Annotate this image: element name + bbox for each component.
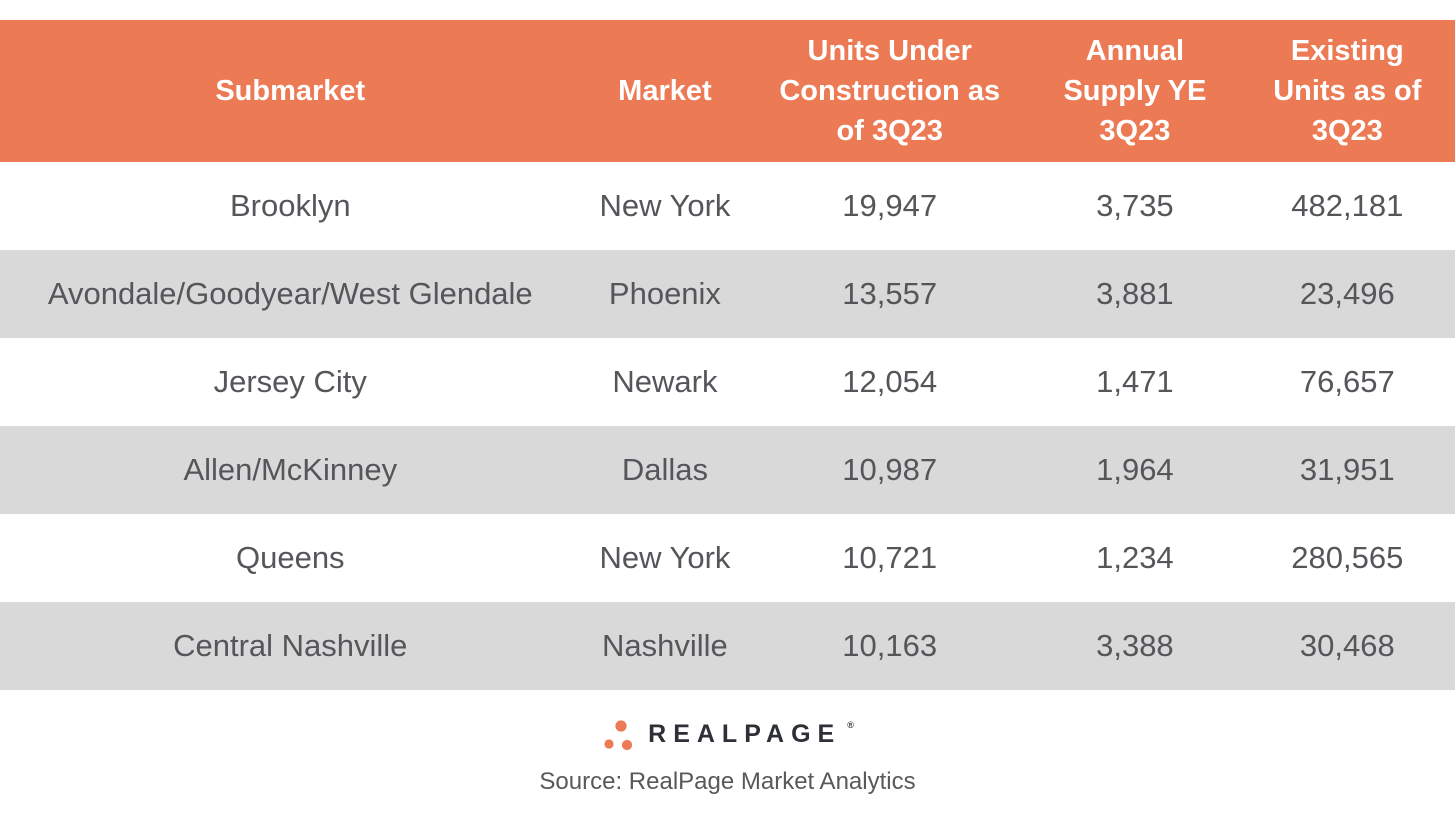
table-row: Jersey City Newark 12,054 1,471 76,657 <box>0 338 1455 426</box>
cell-market: Dallas <box>621 452 708 487</box>
cell-existing-units: 280,565 <box>1291 540 1404 575</box>
table-row: Central Nashville Nashville 10,163 3,388… <box>0 602 1455 690</box>
cell-existing-units: 76,657 <box>1299 364 1395 399</box>
cell-annual-supply: 1,234 <box>1096 540 1174 575</box>
registered-trademark-symbol: ® <box>847 720 854 730</box>
column-header-annual-supply: Annual Supply YE 3Q23 <box>1030 20 1240 162</box>
column-header-submarket: Submarket <box>0 20 581 162</box>
cell-annual-supply: 1,964 <box>1096 452 1174 487</box>
footer: REALPAGE ® Source: RealPage Market Analyt… <box>0 690 1455 796</box>
realpage-dots-icon <box>601 717 637 751</box>
cell-existing-units: 482,181 <box>1291 188 1404 223</box>
cell-submarket: Queens <box>235 540 345 575</box>
cell-units-under-construction: 10,721 <box>842 540 938 575</box>
column-header-units-under-construction: Units Under Construction as of 3Q23 <box>749 20 1031 162</box>
table-row: Queens New York 10,721 1,234 280,565 <box>0 514 1455 602</box>
source-caption: Source: RealPage Market Analytics <box>539 768 916 795</box>
cell-units-under-construction: 19,947 <box>842 188 938 223</box>
cell-units-under-construction: 10,163 <box>842 628 938 663</box>
cell-existing-units: 30,468 <box>1299 628 1395 663</box>
cell-submarket: Allen/McKinney <box>183 452 398 487</box>
cell-units-under-construction: 13,557 <box>842 276 938 311</box>
cell-annual-supply: 1,471 <box>1096 364 1174 399</box>
cell-market: Nashville <box>602 628 728 663</box>
cell-market: Newark <box>612 364 718 399</box>
cell-submarket: Brooklyn <box>229 188 351 223</box>
cell-market: New York <box>599 540 731 575</box>
cell-units-under-construction: 12,054 <box>842 364 938 399</box>
table-row: Brooklyn New York 19,947 3,735 482,181 <box>0 162 1455 250</box>
cell-units-under-construction: 10,987 <box>842 452 938 487</box>
cell-annual-supply: 3,388 <box>1096 628 1174 663</box>
cell-annual-supply: 3,735 <box>1096 188 1174 223</box>
cell-market: Phoenix <box>608 276 721 311</box>
column-header-market: Market <box>580 20 750 162</box>
submarket-supply-table: Submarket Market Units Under Constructio… <box>0 20 1455 690</box>
table-header-row: Submarket Market Units Under Constructio… <box>0 20 1455 162</box>
cell-existing-units: 31,951 <box>1299 452 1395 487</box>
table-row: Avondale/Goodyear/West Glendale Phoenix … <box>0 250 1455 338</box>
cell-existing-units: 23,496 <box>1299 276 1395 311</box>
realpage-logo: REALPAGE ® <box>601 717 854 751</box>
table-row: Allen/McKinney Dallas 10,987 1,964 31,95… <box>0 426 1455 514</box>
cell-submarket: Avondale/Goodyear/West Glendale <box>47 276 533 311</box>
cell-submarket: Jersey City <box>213 364 367 399</box>
top-margin-strip <box>0 0 1455 20</box>
realpage-logo-text: REALPAGE <box>648 719 842 748</box>
cell-annual-supply: 3,881 <box>1096 276 1174 311</box>
cell-market: New York <box>599 188 731 223</box>
column-header-existing-units: Existing Units as of 3Q23 <box>1239 20 1455 162</box>
cell-submarket: Central Nashville <box>173 628 408 663</box>
